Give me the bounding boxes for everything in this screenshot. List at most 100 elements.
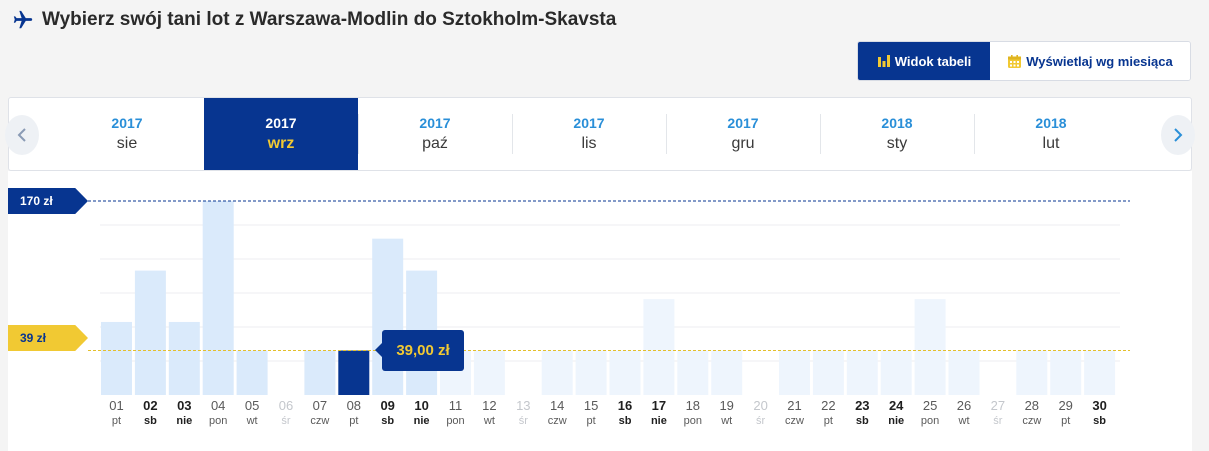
day-label-04[interactable]: 04 pon [202,398,234,429]
fare-bar-01[interactable] [101,321,132,395]
day-weekday: pon [683,415,702,427]
day-label-08[interactable]: 08 pt [338,398,370,429]
day-label-30[interactable]: 30 sb [1084,398,1116,429]
month-tab-gru[interactable]: 2017 gru [666,98,820,170]
day-label-19[interactable]: 19 wt [711,398,743,429]
day-number: 24 [888,398,904,413]
chevron-left-icon [17,128,26,142]
day-label-23[interactable]: 23 sb [846,398,878,429]
day-number: 04 [210,398,226,413]
day-number: 18 [685,398,701,413]
fare-bar-03[interactable] [168,321,200,395]
fare-bar-30 [1084,350,1116,395]
table-view-button[interactable]: Widok tabeli [858,42,990,80]
day-label-26[interactable]: 26 wt [948,398,980,429]
day-label-01[interactable]: 01 pt [101,398,133,429]
day-label-17[interactable]: 17 nie [643,398,675,429]
day-label-21[interactable]: 21 czw [779,398,811,429]
day-label-18[interactable]: 18 pon [677,398,709,429]
day-label-05[interactable]: 05 wt [236,398,268,429]
month-tab-sty[interactable]: 2018 sty [820,98,974,170]
day-weekday: pt [111,415,122,427]
day-weekday: pon [920,415,940,427]
day-label-22[interactable]: 22 pt [812,398,844,429]
day-number: 28 [1024,398,1040,413]
month-tab-lut[interactable]: 2018 lut [974,98,1128,170]
day-weekday: nie [650,415,667,427]
day-number: 10 [414,398,429,413]
day-label-12[interactable]: 12 wt [473,398,505,429]
fare-bar-07[interactable] [304,350,336,395]
month-tab-year: 2017 [111,115,143,131]
fare-bar-23 [846,350,878,395]
view-toggle: Widok tabeli Wyświetlaj wg miesiąca [857,41,1191,81]
fare-bar-08[interactable] [338,350,370,395]
day-number: 26 [956,398,972,413]
day-weekday: śr [756,415,766,427]
month-tab-wrz[interactable]: 2017 wrz [204,98,358,170]
day-number: 14 [549,398,565,413]
day-label-14[interactable]: 14 czw [541,398,573,429]
next-month-button[interactable] [1161,115,1195,155]
month-tab-month: lut [1042,135,1060,152]
day-number: 12 [482,398,497,413]
day-label-13: 13 śr [507,398,539,429]
day-label-28[interactable]: 28 czw [1016,398,1048,429]
month-tab-lis[interactable]: 2017 lis [512,98,666,170]
day-number: 30 [1092,398,1107,413]
previous-month-button[interactable] [5,115,39,155]
day-number: 29 [1058,398,1073,413]
max-price-flag: 170 zł [8,188,88,214]
min-price-flag: 39 zł [8,325,88,351]
day-label-15[interactable]: 15 pt [575,398,607,429]
selected-price-tooltip: 39,00 zł [375,330,464,371]
day-number: 09 [380,398,395,413]
month-tab-month: wrz [267,135,295,152]
fare-bar-02[interactable] [134,270,166,395]
airplane-icon [13,10,33,29]
month-tab-paź[interactable]: 2017 paź [358,98,512,170]
day-number: 21 [787,398,802,413]
day-weekday: pt [1061,415,1071,427]
fare-bar-04[interactable] [202,201,234,395]
day-number: 15 [583,398,599,413]
day-label-03[interactable]: 03 nie [168,398,200,429]
month-tab-month: lis [581,135,597,152]
fare-bar-28 [1016,350,1048,395]
day-label-16[interactable]: 16 sb [609,398,641,429]
fare-bar-19 [711,350,743,395]
day-label-24[interactable]: 24 nie [880,398,912,429]
day-weekday: śr [993,415,1003,427]
day-number: 23 [855,398,870,413]
month-view-button[interactable]: Wyświetlaj wg miesiąca [990,42,1190,80]
day-weekday: sb [381,415,395,427]
day-weekday: nie [413,415,430,427]
fare-bar-15 [575,350,607,395]
month-tab-year: 2017 [419,115,451,131]
day-weekday: czw [547,415,567,427]
fare-bar-26 [948,350,980,395]
day-weekday: wt [246,415,258,427]
month-tab-sie[interactable]: 2017 sie [50,98,204,170]
day-label-29[interactable]: 29 pt [1050,398,1082,429]
day-weekday: pon [446,415,465,427]
day-label-11[interactable]: 11 pon [440,398,472,429]
day-label-10[interactable]: 10 nie [406,398,438,429]
day-number: 16 [617,398,633,413]
day-weekday: sb [143,415,157,427]
fare-bar-17 [643,299,675,395]
table-view-label: Widok tabeli [894,53,972,69]
fare-bar-09[interactable] [372,238,404,395]
day-label-07[interactable]: 07 czw [304,398,336,429]
day-label-02[interactable]: 02 sb [134,398,166,429]
fare-bar-05[interactable] [236,350,268,395]
day-weekday: czw [1022,415,1042,427]
day-label-25[interactable]: 25 pon [914,398,946,429]
bar-chart-icon [877,55,890,67]
page-header: Wybierz swój tani lot z Warszawa-Modlin … [12,8,616,32]
calendar-icon [1008,54,1022,68]
day-label-09[interactable]: 09 sb [372,398,404,429]
month-tab-year: 2017 [573,115,605,131]
day-weekday: nie [888,415,905,427]
day-weekday: nie [176,415,193,427]
